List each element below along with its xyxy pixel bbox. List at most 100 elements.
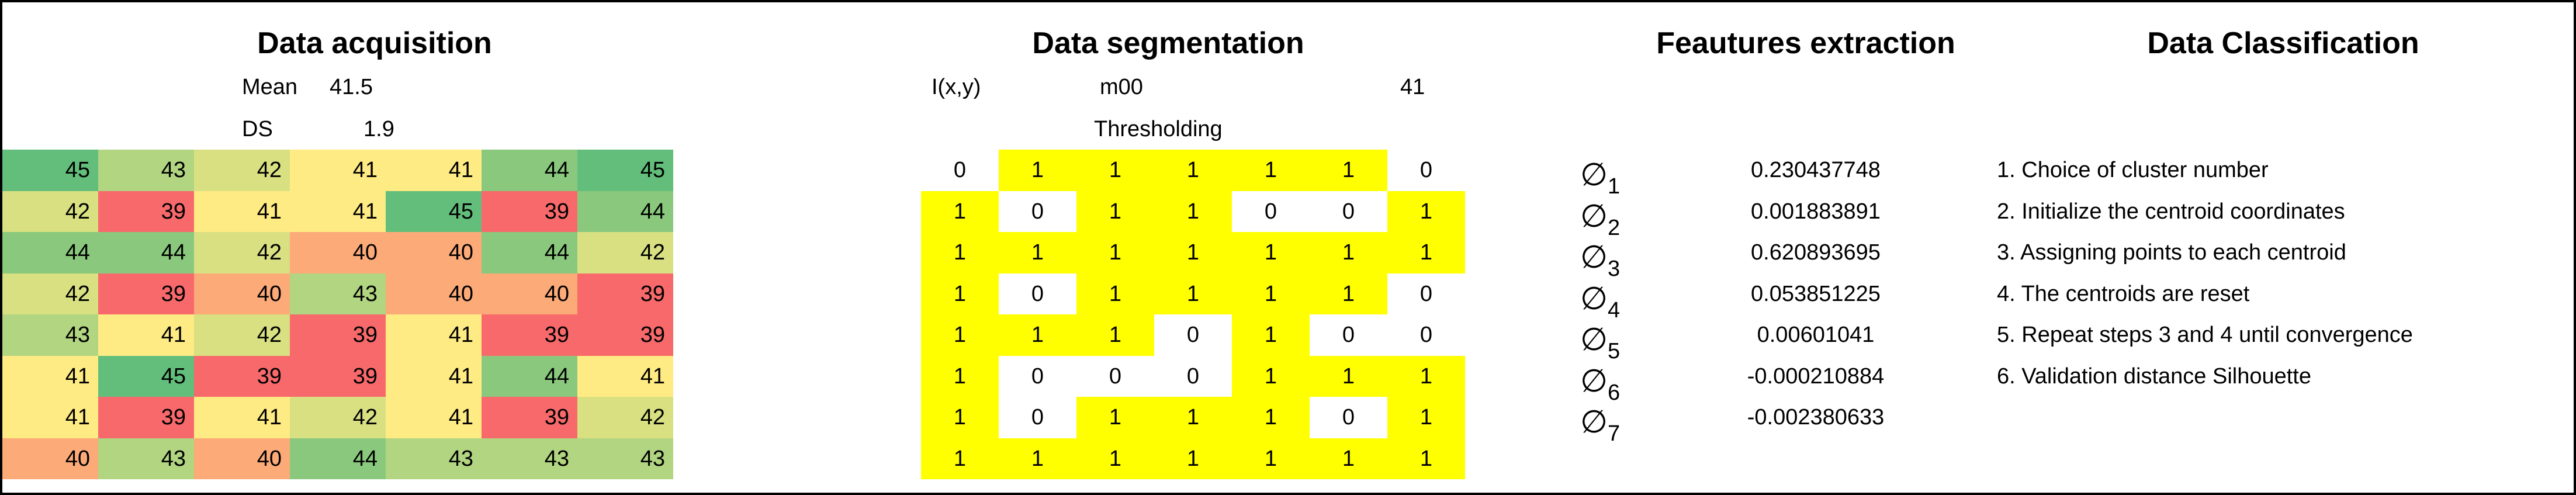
heat-cell: 42 bbox=[577, 232, 673, 274]
heat-cell: 42 bbox=[194, 314, 290, 356]
heat-cell: 44 bbox=[290, 438, 386, 479]
symbol: ∅ bbox=[1580, 322, 1608, 357]
heat-cell: 42 bbox=[194, 150, 290, 191]
heat-cell: 39 bbox=[577, 314, 673, 356]
heat-cell: 44 bbox=[482, 150, 577, 191]
binary-cell: 1 bbox=[1076, 397, 1154, 438]
cell-value: 1 bbox=[953, 405, 967, 430]
index: 5 bbox=[1608, 339, 1621, 364]
heat-cell: 41 bbox=[386, 314, 482, 356]
cell-value: 39 bbox=[161, 199, 186, 224]
cell-value: 39 bbox=[161, 281, 186, 306]
heat-cell: 40 bbox=[290, 232, 386, 274]
cell-value: 39 bbox=[352, 323, 378, 347]
cell-value: 1 bbox=[1342, 281, 1355, 306]
binary-cell: 0 bbox=[1310, 397, 1387, 438]
heat-cell: 44 bbox=[2, 232, 98, 274]
cell-value: 43 bbox=[65, 323, 90, 347]
binary-cell: 0 bbox=[1154, 314, 1232, 356]
feature-symbol: ∅4 bbox=[1580, 278, 1620, 331]
cell-value: 41 bbox=[352, 199, 378, 224]
heat-cell: 41 bbox=[98, 314, 194, 356]
cell-value: 1 bbox=[1186, 199, 1200, 224]
heat-cell: 40 bbox=[194, 273, 290, 314]
cell-value: 0 bbox=[1342, 323, 1355, 347]
binary-cell: 1 bbox=[1076, 314, 1154, 356]
cell-value: 1 bbox=[1031, 240, 1044, 265]
cell-value: 0 bbox=[1031, 364, 1044, 389]
cell-value: 1 bbox=[1419, 240, 1433, 265]
cell-value: 39 bbox=[544, 323, 569, 347]
cell-value: 41 bbox=[640, 364, 665, 389]
heat-cell: 41 bbox=[194, 191, 290, 232]
cell-value: 1 bbox=[1342, 446, 1355, 471]
cell-value: 40 bbox=[65, 446, 90, 471]
cell-value: 39 bbox=[640, 281, 665, 306]
cell-value: 43 bbox=[448, 446, 473, 471]
binary-cell: 1 bbox=[921, 314, 999, 356]
value: 41.5 bbox=[330, 75, 373, 99]
index: 6 bbox=[1608, 380, 1621, 405]
binary-cell: 1 bbox=[1387, 438, 1465, 479]
cell-value: 1 bbox=[953, 281, 967, 306]
step: 1. Choice of cluster number bbox=[1997, 158, 2269, 182]
binary-cell: 1 bbox=[1310, 355, 1387, 397]
binary-cell: 0 bbox=[999, 397, 1076, 438]
binary-cell: 1 bbox=[1232, 273, 1310, 314]
cell-value: 39 bbox=[257, 364, 282, 389]
binary-cell: 1 bbox=[1076, 150, 1154, 191]
heat-cell: 42 bbox=[194, 232, 290, 274]
heat-cell: 40 bbox=[482, 273, 577, 314]
binary-cell: 1 bbox=[1154, 191, 1232, 232]
cell-value: 0 bbox=[1342, 199, 1355, 224]
heat-cell: 41 bbox=[386, 150, 482, 191]
heat-cell: 44 bbox=[98, 232, 194, 274]
binary-cell: 1 bbox=[1154, 397, 1232, 438]
heat-cell: 45 bbox=[98, 355, 194, 397]
cell-value: 43 bbox=[161, 446, 186, 471]
section-title: Feautures extraction bbox=[1656, 26, 1955, 60]
binary-cell: 1 bbox=[999, 232, 1076, 274]
feature-value: 0.620893695 bbox=[1751, 240, 1881, 265]
binary-cell: 1 bbox=[921, 273, 999, 314]
cell-value: 1 bbox=[953, 240, 967, 265]
binary-cell: 1 bbox=[1232, 397, 1310, 438]
heat-cell: 43 bbox=[482, 438, 577, 479]
symbol: ∅ bbox=[1580, 240, 1608, 275]
binary-cell: 0 bbox=[1310, 191, 1387, 232]
heat-cell: 39 bbox=[482, 397, 577, 438]
cell-value: 1 bbox=[1419, 446, 1433, 471]
binary-cell: 1 bbox=[1154, 438, 1232, 479]
cell-value: 1 bbox=[1109, 405, 1122, 430]
cell-value: 1 bbox=[1109, 323, 1122, 347]
heat-cell: 39 bbox=[98, 191, 194, 232]
cell-value: 44 bbox=[161, 240, 186, 265]
cell-value: 42 bbox=[640, 405, 665, 430]
cell-value: 0 bbox=[1186, 364, 1200, 389]
binary-cell: 1 bbox=[1387, 232, 1465, 274]
label: m00 bbox=[1100, 75, 1143, 99]
cell-value: 45 bbox=[448, 199, 473, 224]
cell-value: 41 bbox=[448, 364, 473, 389]
symbol: ∅ bbox=[1580, 157, 1608, 192]
heat-cell: 43 bbox=[98, 150, 194, 191]
binary-cell: 0 bbox=[921, 150, 999, 191]
binary-cell: 1 bbox=[921, 355, 999, 397]
cell-value: 1 bbox=[1264, 240, 1277, 265]
binary-cell: 1 bbox=[999, 314, 1076, 356]
value: 41 bbox=[1400, 75, 1425, 99]
binary-cell: 1 bbox=[1232, 150, 1310, 191]
cell-value: 1 bbox=[1342, 158, 1355, 182]
binary-cell: 0 bbox=[999, 355, 1076, 397]
heat-cell: 42 bbox=[577, 397, 673, 438]
binary-cell: 1 bbox=[921, 232, 999, 274]
binary-cell: 0 bbox=[1387, 314, 1465, 356]
heat-cell: 44 bbox=[577, 191, 673, 232]
binary-cell: 1 bbox=[1154, 232, 1232, 274]
cell-value: 1 bbox=[1109, 281, 1122, 306]
cell-value: 1 bbox=[1186, 158, 1200, 182]
cell-value: 42 bbox=[257, 240, 282, 265]
heat-cell: 43 bbox=[98, 438, 194, 479]
cell-value: 1 bbox=[1031, 158, 1044, 182]
heat-cell: 41 bbox=[386, 355, 482, 397]
